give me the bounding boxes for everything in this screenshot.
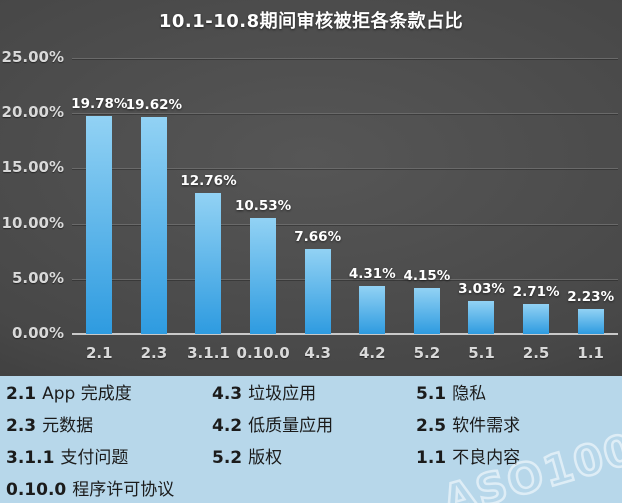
bar-1.1 [577, 309, 604, 334]
legend-column: 4.3 垃圾应用 4.2 低质量应用 5.2 版权 [212, 378, 416, 503]
bar-2.3 [140, 117, 167, 334]
bar-2.5 [523, 304, 550, 334]
y-tick-label: 15.00% [1, 158, 64, 177]
bar-value-label: 4.15% [403, 268, 451, 285]
bar-column: 2.23% [563, 58, 618, 334]
legend-column: 5.1 隐私 2.5 软件需求 1.1 不良内容 [416, 378, 606, 503]
bar-value-label: 2.71% [512, 284, 560, 301]
legend-item-text: 垃圾应用 [248, 384, 317, 404]
gridline [72, 113, 618, 115]
legend-item-4.2: 4.2 低质量应用 [212, 410, 416, 442]
legend-item-code: 2.5 [416, 416, 447, 436]
x-tick-label: 5.1 [468, 344, 495, 362]
x-tick-label: 4.3 [304, 344, 331, 362]
legend-item-text: 软件需求 [452, 416, 521, 436]
legend-item-text: 版权 [248, 448, 283, 468]
legend-item-4.3: 4.3 垃圾应用 [212, 378, 416, 410]
legend-item-code: 5.1 [416, 384, 447, 404]
gridline [72, 223, 618, 225]
gridline [72, 58, 618, 59]
bar-2.1 [86, 115, 113, 334]
legend-item-code: 3.1.1 [6, 448, 55, 468]
bar-column: 7.66% [290, 58, 345, 334]
bar-column: 2.71% [509, 58, 564, 334]
bar-5.2 [413, 288, 440, 334]
legend-item-code: 4.3 [212, 384, 243, 404]
legend-item-code: 5.2 [212, 448, 243, 468]
bar-5.1 [468, 300, 495, 334]
x-tick-label: 5.2 [413, 344, 441, 362]
plot-area: 0.00% 5.00% 10.00% 15.00% 20.00% 25.00% 19.78%… [1, 48, 618, 362]
legend-item-code: 2.3 [6, 416, 37, 436]
legend-column: 2.1 App 完成度 2.3 元数据 3.1.1 支付问题 0.10.0 程序许可协议 [6, 378, 212, 503]
x-tick-label: 2.5 [522, 344, 550, 362]
legend-item-code: 4.2 [212, 416, 243, 436]
bar-4.2 [359, 286, 386, 334]
legend-item-text: 支付问题 [60, 448, 129, 468]
gridline [72, 168, 618, 170]
bar-chart-area: 10.1-10.8期间审核被拒各条款占比 0.00% 5.00% 10.00% 15.… [0, 0, 622, 376]
gridline [72, 278, 618, 280]
bar-value-label: 2.23% [567, 289, 615, 306]
x-tick-label: 3.1.1 [187, 344, 230, 362]
legend-item-text: 低质量应用 [248, 416, 334, 436]
y-tick-label: 10.00% [1, 213, 64, 232]
x-tick-label: 1.1 [577, 344, 604, 362]
bar-value-label: 19.62% [125, 97, 183, 114]
legend-item-2.3: 2.3 元数据 [6, 410, 212, 442]
bar-value-label: 19.78% [71, 95, 128, 112]
legend-item-text: App 完成度 [42, 384, 132, 404]
y-tick-label: 0.00% [11, 324, 64, 342]
bar-value-label: 3.03% [458, 280, 505, 297]
x-tick-label: 0.10.0 [236, 344, 290, 362]
bar-value-label: 4.31% [348, 266, 396, 283]
bar-column: 3.03% [454, 58, 509, 334]
legend-item-2.5: 2.5 软件需求 [416, 410, 606, 442]
bar-column: 12.76% [180, 58, 237, 334]
bar-0.10.0 [250, 217, 277, 334]
y-tick-label: 25.00% [1, 48, 64, 66]
legend-item-1.1: 1.1 不良内容 [416, 442, 606, 474]
legend-item-5.1: 5.1 隐私 [416, 378, 606, 410]
legend-item-code: 2.1 [6, 384, 37, 404]
bar-column: 10.53% [234, 58, 292, 334]
x-axis-line [72, 333, 618, 335]
x-tick-label: 2.1 [86, 344, 113, 362]
legend-item-0.10.0: 0.10.0 程序许可协议 [6, 474, 212, 503]
legend-item-text: 程序许可协议 [72, 480, 175, 500]
legend-panel: 2.1 App 完成度 2.3 元数据 3.1.1 支付问题 0.10.0 程序许可协议 4.3… [0, 376, 622, 503]
x-tick-label: 4.2 [359, 344, 386, 362]
legend-item-5.2: 5.2 版权 [212, 442, 416, 474]
bar-value-label: 10.53% [234, 197, 292, 214]
bar-4.3 [304, 249, 331, 334]
legend-item-3.1.1: 3.1.1 支付问题 [6, 442, 212, 474]
bar-value-label: 12.76% [180, 173, 237, 190]
bar-column: 19.78% [71, 58, 128, 334]
legend-item-text: 隐私 [452, 384, 487, 404]
legend-item-text: 不良内容 [452, 448, 521, 468]
bar-value-label: 7.66% [294, 229, 342, 246]
bar-column: 19.62% [125, 58, 183, 334]
x-tick-label: 2.3 [140, 344, 168, 362]
y-tick-label: 5.00% [11, 268, 64, 287]
chart-title: 10.1-10.8期间审核被拒各条款占比 [158, 11, 464, 32]
bar-column: 4.31% [345, 58, 400, 334]
bar-column: 4.15% [400, 58, 455, 334]
legend-item-2.1: 2.1 App 完成度 [6, 378, 212, 410]
y-tick-label: 20.00% [1, 103, 64, 122]
bar-3.1.1 [195, 193, 222, 334]
legend-item-text: 元数据 [42, 416, 94, 436]
legend-item-code: 1.1 [416, 448, 447, 468]
legend-item-code: 0.10.0 [6, 480, 67, 500]
